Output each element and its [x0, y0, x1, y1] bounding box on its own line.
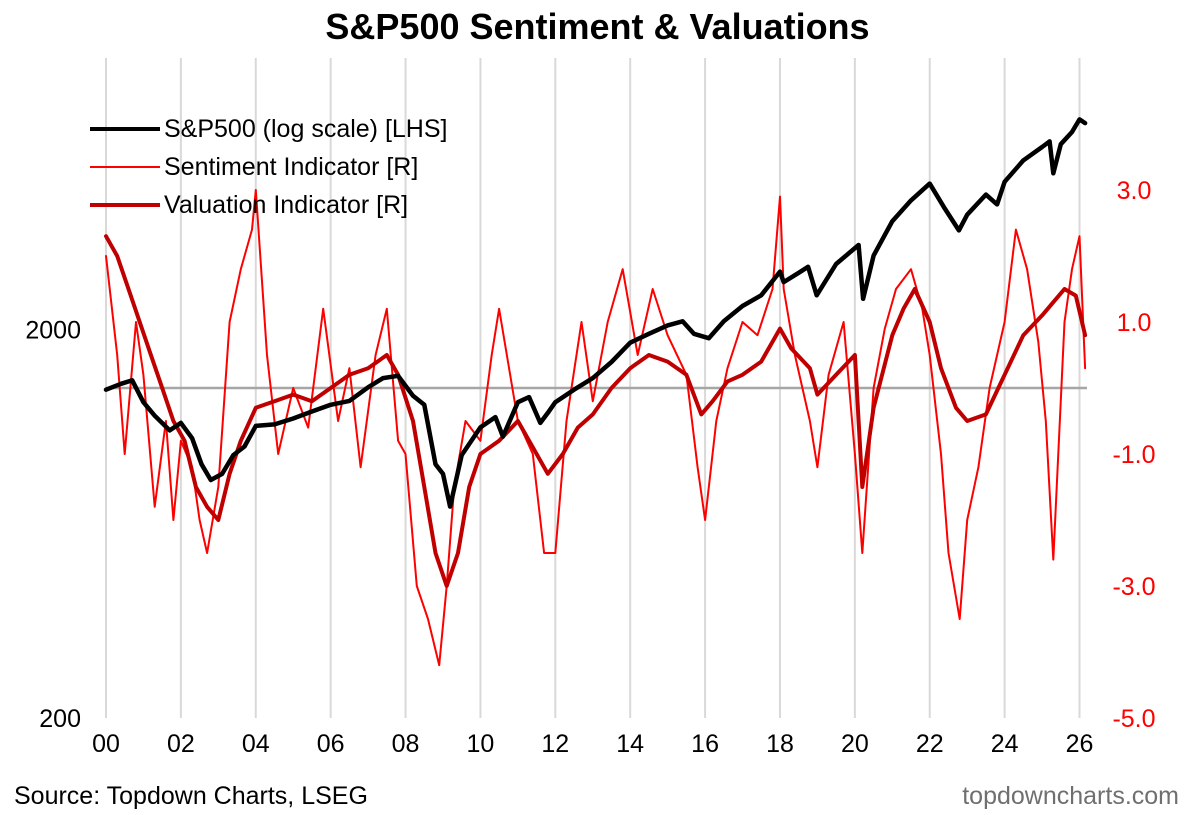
legend-swatch — [90, 166, 160, 168]
x-tick-label: 12 — [541, 730, 569, 758]
x-tick-label: 08 — [392, 730, 420, 758]
brand-url: topdowncharts.com — [962, 782, 1179, 810]
right-tick-label: 1.0 — [1117, 309, 1152, 337]
chart-title: S&P500 Sentiment & Valuations — [325, 6, 870, 47]
series-line-2 — [104, 234, 1088, 588]
right-tick-label: 3.0 — [1117, 177, 1152, 205]
x-tick-label: 00 — [92, 730, 120, 758]
legend-label: Valuation Indicator [R] — [164, 190, 409, 219]
x-tick-label: 26 — [1066, 730, 1094, 758]
x-tick-label: 18 — [766, 730, 794, 758]
x-tick-label: 02 — [167, 730, 195, 758]
right-tick-label: -5.0 — [1112, 705, 1155, 733]
series-line-0 — [103, 117, 1088, 509]
x-tick-label: 10 — [467, 730, 495, 758]
x-tick-label: 20 — [841, 730, 869, 758]
right-tick-label: -3.0 — [1112, 573, 1155, 601]
series-line-1 — [105, 189, 1087, 667]
left-tick-label: 200 — [39, 705, 81, 733]
right-tick-label: -1.0 — [1112, 441, 1155, 469]
x-tick-label: 16 — [691, 730, 719, 758]
legend-item: Valuation Indicator [R] — [90, 186, 447, 224]
source-note: Source: Topdown Charts, LSEG — [14, 782, 368, 810]
legend-item: Sentiment Indicator [R] — [90, 148, 447, 186]
left-tick-label: 2000 — [25, 317, 81, 345]
legend-label: S&P500 (log scale) [LHS] — [164, 114, 448, 143]
x-tick-label: 24 — [991, 730, 1019, 758]
legend-item: S&P500 (log scale) [LHS] — [90, 110, 447, 148]
x-tick-label: 14 — [616, 730, 644, 758]
chart-legend: S&P500 (log scale) [LHS] Sentiment Indica… — [90, 110, 447, 224]
x-tick-label: 22 — [916, 730, 944, 758]
legend-label: Sentiment Indicator [R] — [164, 152, 419, 181]
legend-swatch — [90, 203, 160, 207]
legend-swatch — [90, 126, 160, 132]
x-tick-label: 06 — [317, 730, 345, 758]
x-tick-label: 04 — [242, 730, 270, 758]
